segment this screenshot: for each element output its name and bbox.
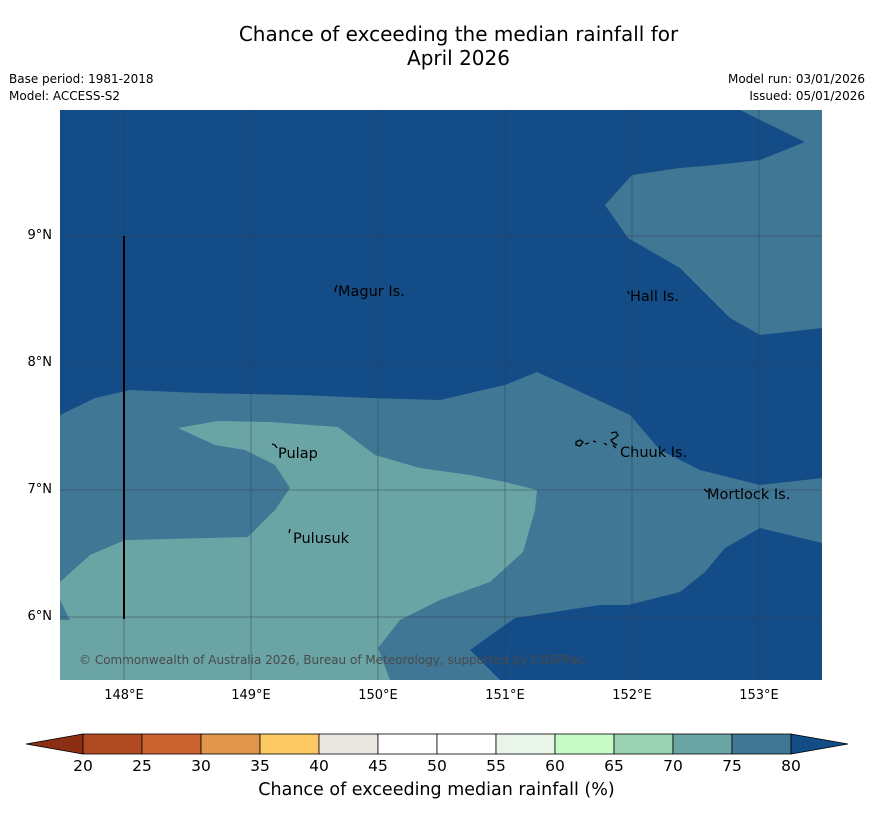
colorbar-extend-high (790, 733, 849, 755)
lon-tick-149e: 149°E (231, 688, 271, 703)
colorbar-label-65: 65 (604, 757, 624, 775)
colorbar-label-80: 80 (781, 757, 801, 775)
place-label-pulusuk: Pulusuk (293, 531, 350, 547)
colorbar-bin-65-70 (613, 733, 674, 755)
colorbar-label-35: 35 (250, 757, 270, 775)
map-title-line2: April 2026 (407, 46, 510, 70)
lon-tick-150e: 150°E (358, 688, 398, 703)
colorbar-bin-35-40 (259, 733, 320, 755)
colorbar-extend-low (25, 733, 84, 755)
lon-tick-152e: 152°E (612, 688, 652, 703)
copyright-notice: © Commonwealth of Australia 2026, Bureau… (79, 653, 585, 667)
place-label-pulap: Pulap (278, 446, 318, 462)
colorbar-title: Chance of exceeding median rainfall (%) (258, 780, 615, 800)
place-label-magur: Magur Is. (338, 284, 405, 300)
lat-tick-7n: 7°N (27, 482, 53, 497)
colorbar-label-55: 55 (486, 757, 506, 775)
colorbar-label-25: 25 (132, 757, 152, 775)
lat-tick-6n: 6°N (27, 609, 53, 624)
lon-tick-148e: 148°E (104, 688, 144, 703)
colorbar-bin-20-25 (82, 733, 143, 755)
colorbar-label-60: 60 (545, 757, 565, 775)
chuuk-island-shape (575, 431, 619, 449)
island-shapes (271, 284, 709, 534)
colorbar-label-20: 20 (73, 757, 93, 775)
mortlock-island-shape (703, 488, 709, 493)
model-name: Model: ACCESS-S2 (9, 89, 121, 103)
model-run: Model run: 03/01/2026 (727, 72, 865, 86)
hall-island-shape (627, 290, 630, 295)
lon-tick-153e: 153°E (739, 688, 779, 703)
colorbar-label-75: 75 (722, 757, 742, 775)
magur-island-shape (334, 284, 338, 293)
colorbar-label-50: 50 (427, 757, 447, 775)
colorbar-bin-70-75 (672, 733, 733, 755)
colorbar-label-30: 30 (191, 757, 211, 775)
colorbar-label-45: 45 (368, 757, 388, 775)
colorbar-bin-25-30 (141, 733, 202, 755)
base-period: Base period: 1981-2018 (9, 72, 154, 86)
colorbar-bin-30-35 (200, 733, 261, 755)
colorbar-bin-50-55 (436, 733, 497, 755)
map-title-line1: Chance of exceeding the median rainfall … (238, 22, 679, 46)
region-70-75 (60, 421, 537, 680)
colorbar-label-40: 40 (309, 757, 329, 775)
lat-tick-8n: 8°N (27, 355, 53, 370)
colorbar-bin-40-45 (318, 733, 379, 755)
colorbar-bin-45-50 (377, 733, 438, 755)
colorbar-bin-55-60 (495, 733, 556, 755)
colorbar-label-70: 70 (663, 757, 683, 775)
lon-tick-151e: 151°E (485, 688, 525, 703)
colorbar-bin-60-65 (554, 733, 615, 755)
place-label-hall: Hall Is. (630, 289, 679, 305)
region-75-80-northeast (605, 110, 822, 335)
map-title: Chance of exceeding the median rainfall … (0, 22, 873, 70)
colorbar-bin-75-80 (731, 733, 792, 755)
pulap-island-shape (271, 443, 278, 449)
meta-right: Model run: 03/01/2026 Issued: 05/01/2026 (728, 71, 865, 105)
pulusuk-island-shape (288, 528, 291, 534)
issued-date: Issued: 05/01/2026 (749, 89, 865, 103)
meta-left: Base period: 1981-2018 Model: ACCESS-S2 (9, 71, 154, 105)
place-label-chuuk: Chuuk Is. (620, 445, 688, 461)
lat-tick-9n: 9°N (27, 228, 53, 243)
place-label-mortlock: Mortlock Is. (707, 487, 791, 503)
